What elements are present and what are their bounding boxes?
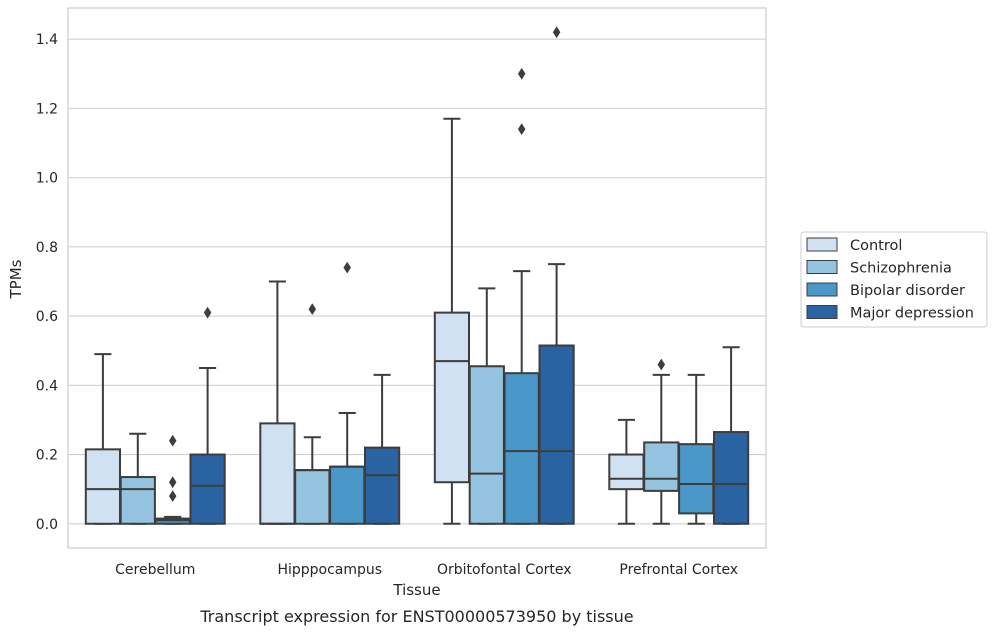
box-groups — [84, 26, 750, 525]
box-group — [259, 261, 401, 525]
legend-label: Schizophrenia — [850, 261, 952, 277]
y-tick-label: 0.6 — [36, 309, 58, 325]
box — [503, 372, 540, 525]
box — [189, 453, 226, 525]
y-tick-label: 0.0 — [36, 517, 58, 533]
x-axis-label: Tissue — [392, 581, 440, 599]
outlier-point — [168, 490, 177, 503]
plot-frame — [67, 7, 767, 549]
box — [712, 431, 750, 525]
box — [259, 422, 296, 525]
y-tick-label: 0.4 — [36, 378, 58, 394]
x-tick-label: Hipppocampus — [277, 562, 382, 578]
x-axis-ticks: Cerebellum Hipppocampus Orbitofontal Corte… — [115, 562, 738, 578]
x-tick-label: Cerebellum — [115, 562, 195, 578]
chart-caption: Transcript expression for ENST0000057395… — [199, 607, 633, 626]
outlier-point — [517, 123, 526, 136]
legend-swatch — [806, 237, 838, 252]
box — [363, 446, 401, 525]
box — [119, 476, 156, 525]
outlier-point — [308, 303, 317, 316]
legend-label: Control — [850, 238, 902, 254]
outlier-point — [552, 26, 561, 39]
legend-swatch — [806, 282, 838, 297]
box — [608, 453, 645, 491]
box-group — [433, 26, 575, 525]
y-axis-label: TPMs — [7, 259, 25, 299]
box-group — [608, 346, 750, 525]
outlier-point — [168, 476, 177, 489]
legend-frame — [800, 231, 988, 328]
outlier-point — [343, 261, 351, 274]
outlier-point — [203, 306, 212, 319]
legend-label: Bipolar disorder — [850, 283, 965, 299]
box — [643, 441, 680, 492]
box — [329, 465, 366, 525]
y-axis-ticks: 0.0 0.2 0.4 0.6 0.8 1.0 1.2 1.4 — [36, 32, 58, 533]
box — [468, 365, 505, 525]
y-tick-label: 1.0 — [36, 171, 58, 187]
outlier-point — [517, 67, 526, 80]
legend-label: Major depression — [850, 306, 974, 322]
outlier-point — [657, 358, 666, 371]
box — [678, 443, 715, 515]
y-tick-label: 1.2 — [36, 101, 58, 117]
y-tick-label: 0.2 — [36, 448, 58, 464]
x-tick-label: Orbitofontal Cortex — [437, 562, 572, 578]
legend: Control Schizophrenia Bipolar disorder Majo… — [800, 231, 988, 328]
y-tick-label: 0.8 — [36, 240, 58, 256]
box — [433, 311, 471, 484]
y-tick-label: 1.4 — [36, 32, 58, 48]
legend-swatch — [806, 305, 838, 319]
box — [538, 344, 575, 525]
box — [294, 469, 331, 525]
outlier-point — [168, 434, 177, 447]
box — [84, 448, 122, 525]
box-group — [84, 306, 226, 525]
x-tick-label: Prefrontal Cortex — [619, 562, 738, 578]
legend-swatch — [806, 260, 838, 274]
